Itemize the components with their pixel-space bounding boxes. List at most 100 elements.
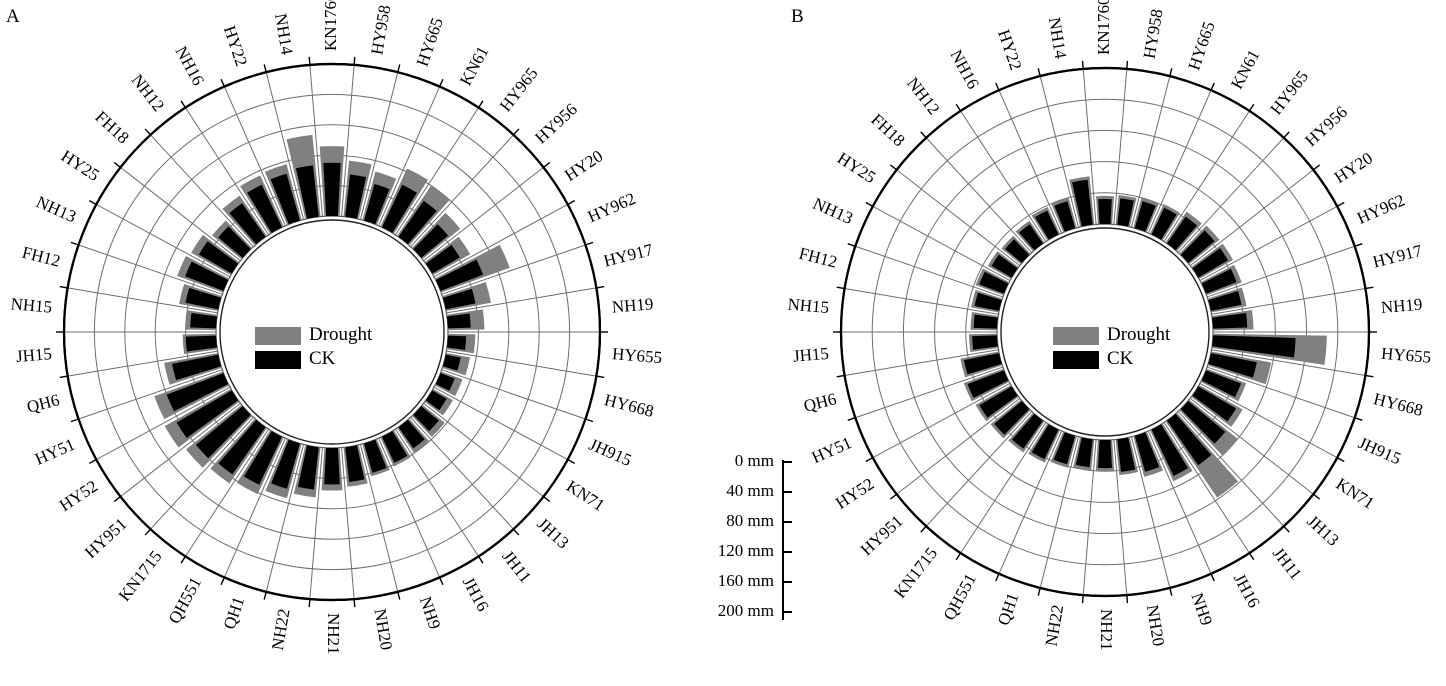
axis-tick xyxy=(308,599,311,608)
spoke xyxy=(309,447,323,600)
bar-ck xyxy=(1166,216,1198,251)
bar-ck xyxy=(1180,230,1215,264)
axis-tick xyxy=(220,78,225,87)
spoke xyxy=(1189,397,1314,495)
inner-hole-inner xyxy=(1000,227,1210,437)
spoke xyxy=(1082,68,1097,225)
spoke xyxy=(184,428,269,557)
bar-ck xyxy=(1005,239,1030,264)
spoke xyxy=(1211,349,1366,376)
axis-tick xyxy=(1210,82,1215,91)
bar-ck xyxy=(297,445,319,490)
axis-tick xyxy=(847,243,856,247)
bar-ck xyxy=(413,224,449,258)
spoke xyxy=(1206,245,1355,298)
bar-ck xyxy=(198,241,239,274)
legend-swatch-drought-b xyxy=(1053,327,1099,345)
axis-tick xyxy=(512,128,520,136)
scale-tick-mark xyxy=(782,551,792,553)
scale-tick-label: 0 mm xyxy=(734,451,774,470)
bar-ck xyxy=(1212,312,1248,329)
scale-tick-mark xyxy=(782,491,792,493)
category-label: HY20 xyxy=(1331,148,1376,187)
axis-tick xyxy=(180,100,187,109)
spoke xyxy=(78,369,223,420)
bar-ck xyxy=(435,373,455,391)
axis-tick xyxy=(585,418,594,423)
bar-ck xyxy=(1031,424,1059,460)
category-label: NH21 xyxy=(1097,609,1116,651)
spoke xyxy=(872,382,1011,459)
category-label: HY917 xyxy=(602,240,656,271)
axis-tick xyxy=(88,200,97,206)
spoke xyxy=(1082,439,1097,596)
panel-letter-b: B xyxy=(791,6,804,27)
bar-ck xyxy=(381,184,417,233)
spoke xyxy=(844,288,999,315)
axis-tick xyxy=(59,285,68,289)
bar-ck xyxy=(1151,424,1188,476)
bar-ck xyxy=(1054,201,1076,232)
category-label: HY20 xyxy=(561,146,606,185)
scale-tick-label: 200 mm xyxy=(717,601,774,620)
scale-tick-label: 160 mm xyxy=(717,571,774,590)
category-label: QH1 xyxy=(220,594,249,631)
polar-axis xyxy=(833,60,1377,604)
axis-tick xyxy=(263,591,267,600)
bar-ck xyxy=(172,354,222,381)
category-label: JH11 xyxy=(1269,544,1306,583)
category-label: KN71 xyxy=(1333,474,1378,513)
category-label: NH20 xyxy=(370,607,396,651)
bar-ck xyxy=(1208,290,1242,311)
polar-bars xyxy=(154,134,510,499)
spoke xyxy=(998,430,1063,574)
category-label: QH1 xyxy=(994,590,1023,627)
scale-tick-mark xyxy=(782,581,792,583)
spoke xyxy=(960,110,1047,242)
legend-label-drought-a: Drought xyxy=(309,324,373,345)
bar-ck xyxy=(271,439,301,489)
axis-tick xyxy=(263,64,267,73)
category-label: NH21 xyxy=(324,613,343,655)
spoke xyxy=(96,386,231,460)
category-label: HY25 xyxy=(58,146,103,185)
axis-tick xyxy=(1283,131,1290,139)
spoke xyxy=(441,369,586,420)
spoke xyxy=(96,204,231,278)
category-label: NH9 xyxy=(1187,590,1216,627)
spoke xyxy=(960,422,1047,554)
bar-ck xyxy=(324,447,340,485)
bar-ck xyxy=(446,335,467,350)
axis-tick xyxy=(88,458,97,464)
bar-ck xyxy=(323,162,341,217)
axis-tick xyxy=(1081,60,1084,69)
category-label: JH13 xyxy=(533,514,572,552)
spoke xyxy=(855,366,1004,419)
category-label: HY52 xyxy=(56,476,101,515)
category-label: HY962 xyxy=(585,189,638,227)
axis-tick xyxy=(397,591,401,600)
category-label: JH16 xyxy=(1230,570,1264,611)
category-label: NH14 xyxy=(1045,16,1071,61)
spoke xyxy=(1039,436,1079,589)
spoke xyxy=(446,287,597,314)
category-label: NH15 xyxy=(787,295,830,317)
category-label: QH551 xyxy=(940,570,981,623)
axis-tick xyxy=(567,458,576,464)
bar-ck xyxy=(1134,432,1160,472)
bar-ck xyxy=(185,261,229,291)
spoke xyxy=(1177,137,1285,253)
axis-tick xyxy=(865,201,874,207)
legend-swatch-ck-b xyxy=(1053,351,1099,369)
category-label: FH18 xyxy=(91,107,132,147)
bar-ck xyxy=(442,288,476,310)
category-label: HY965 xyxy=(1266,67,1312,118)
axis-tick xyxy=(1336,457,1345,463)
axis-tick xyxy=(113,161,121,168)
scale-tick-mark xyxy=(782,461,792,463)
category-label: NH12 xyxy=(903,74,944,118)
spoke xyxy=(925,411,1033,527)
spoke xyxy=(446,350,597,377)
axis-tick xyxy=(439,577,444,586)
